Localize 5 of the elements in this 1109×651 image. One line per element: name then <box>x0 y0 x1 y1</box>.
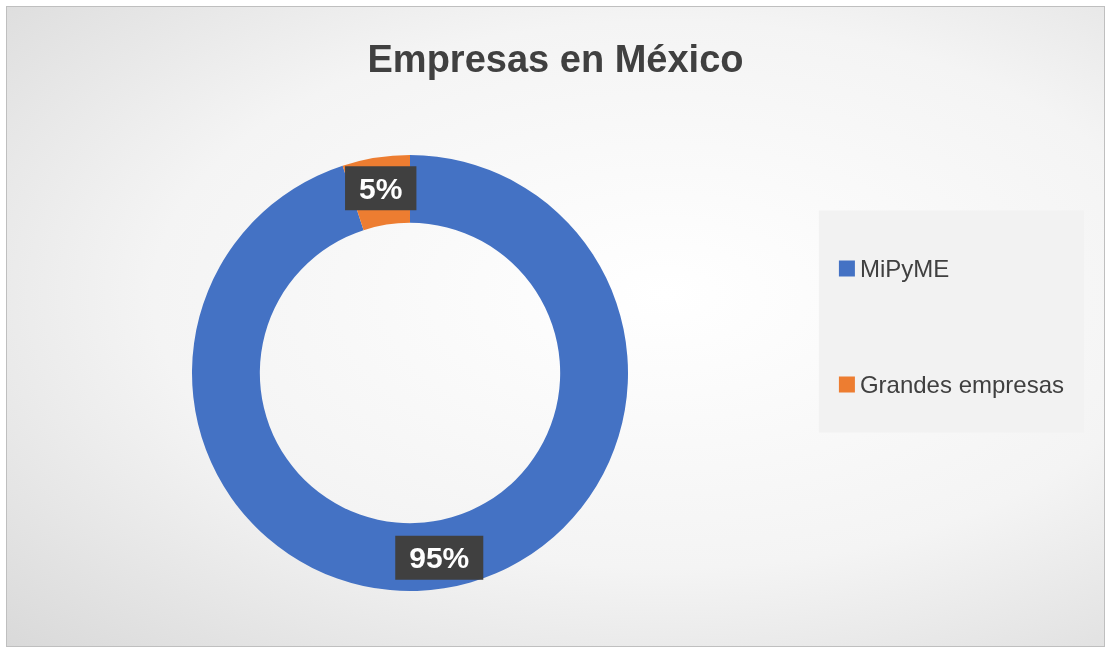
data-label: 5% <box>359 171 403 205</box>
legend-label: Grandes empresas <box>859 371 1064 398</box>
legend-label: MiPyME <box>859 255 950 282</box>
chart-title: Empresas en México <box>367 38 744 80</box>
data-label: 95% <box>409 541 470 575</box>
